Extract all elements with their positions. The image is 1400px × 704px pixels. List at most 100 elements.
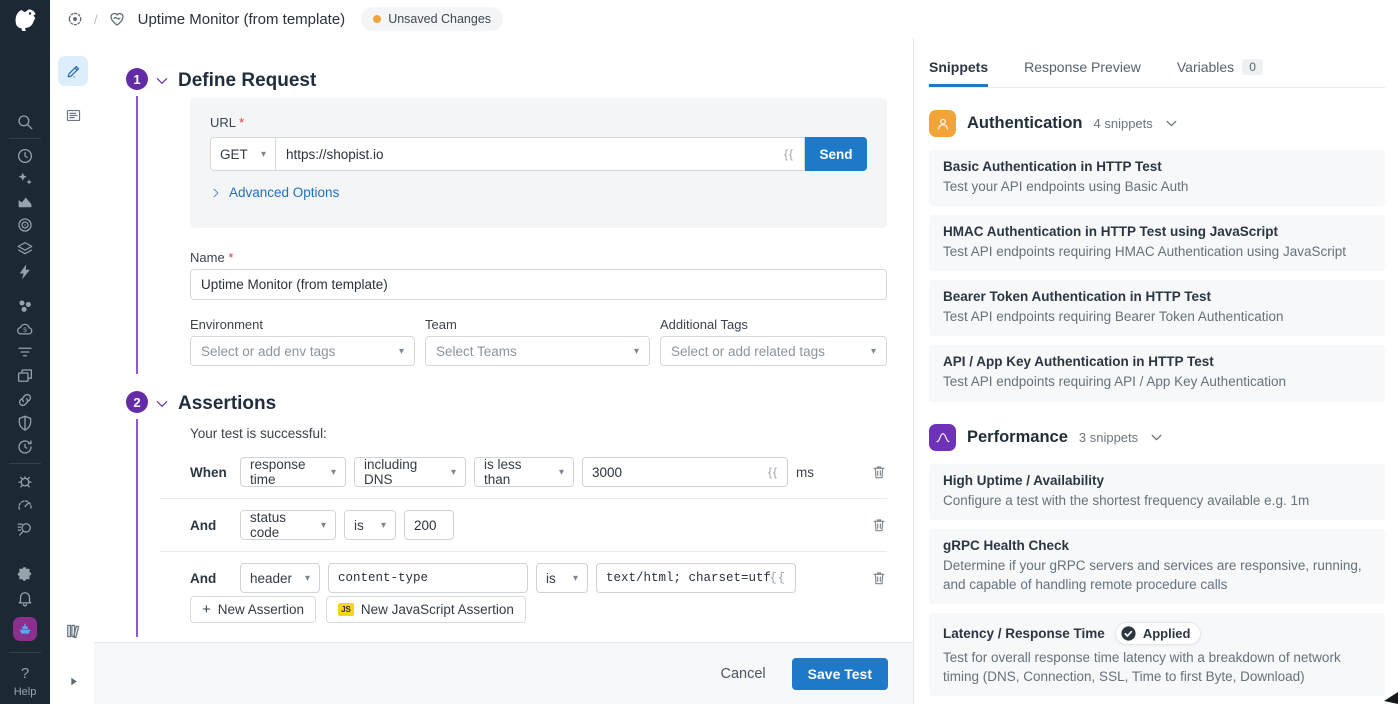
assertion-subtype-select[interactable]: including DNS ▾ [354,457,466,487]
team-select[interactable]: Select Teams ▾ [425,336,650,366]
caret-down-icon: ▾ [870,345,876,357]
assertion-value-input[interactable]: 200 [404,510,454,540]
caret-down-icon: ▾ [450,466,456,478]
trash-icon[interactable] [871,517,887,533]
search-icon[interactable] [16,113,34,131]
clock-refresh-icon[interactable] [16,438,34,456]
target-icon[interactable] [16,216,34,234]
new-assertion-button[interactable]: + New Assertion [190,596,317,623]
send-button[interactable]: Send [805,137,867,171]
bolt-icon[interactable] [16,263,34,281]
cloud-dollar-icon[interactable]: $ [16,320,34,338]
gauge-icon[interactable] [16,496,34,514]
snippet-desc: Test your API endpoints using Basic Auth [943,179,1189,194]
additional-tags-select[interactable]: Select or add related tags ▾ [660,336,887,366]
assertion-unit: ms [796,464,814,480]
assertion-conjunction: And [190,570,217,586]
help-label: Help [13,686,37,698]
caret-down-icon: ▾ [633,345,639,357]
required-mark: * [239,115,245,130]
name-value: Uptime Monitor (from template) [201,277,388,292]
unsaved-label: Unsaved Changes [388,12,492,26]
template-braces-icon[interactable]: {{ [769,571,786,585]
caret-down-icon: ▾ [398,345,404,357]
cancel-button[interactable]: Cancel [720,665,766,682]
step-1-number: 1 [126,68,148,90]
snippet-card[interactable]: gRPC Health Check Determine if your gRPC… [929,528,1385,605]
snippet-card[interactable]: API / App Key Authentication in HTTP Tes… [929,345,1385,402]
check-circle-icon [1121,626,1136,641]
snippet-card[interactable]: HMAC Authentication in HTTP Test using J… [929,215,1385,272]
docs-books-button[interactable] [58,616,88,646]
template-braces-icon[interactable]: {{ [783,147,794,161]
step-2-header[interactable]: Assertions [154,393,276,415]
assertion-rows: When response time ▾ including DNS ▾ is le… [160,446,887,604]
method-select[interactable]: GET ▾ [210,137,276,171]
section-authentication[interactable]: Authentication 4 snippets [929,110,1385,137]
sparkles-icon[interactable] [16,170,34,188]
windows-icon[interactable] [16,367,34,385]
environment-select[interactable]: Select or add env tags ▾ [190,336,415,366]
collapse-caret-icon[interactable] [58,666,88,696]
snippet-desc: Test API endpoints requiring HMAC Authen… [943,244,1346,260]
step-1-header[interactable]: Define Request [154,70,316,92]
edit-test-button[interactable] [58,56,88,86]
header-value-input[interactable]: text/html; charset=utf {{ [596,563,796,593]
bug-icon[interactable] [16,472,34,490]
puzzle-icon[interactable] [16,565,34,583]
help-button[interactable]: ? Help [0,665,50,698]
snippet-card[interactable]: Latency / Response Time Applied Test for… [929,613,1385,697]
assertion-conjunction: And [190,517,217,533]
bell-icon[interactable] [16,589,34,607]
history-icon[interactable] [16,147,34,165]
breadcrumb: / Uptime Monitor (from template) Unsaved… [50,0,1400,38]
hexagons-icon[interactable] [16,297,34,315]
datadog-logo[interactable] [9,3,41,35]
advanced-options-toggle[interactable]: Advanced Options [210,185,867,200]
area-chart-icon[interactable] [16,193,34,211]
header-name-input[interactable]: content-type [328,563,528,593]
assertion-type-select[interactable]: response time ▾ [240,457,346,487]
assertion-operator-select[interactable]: is ▾ [536,563,588,593]
assertion-operator-select[interactable]: is less than ▾ [474,457,574,487]
shield-icon[interactable] [16,414,34,432]
trash-icon[interactable] [871,570,887,586]
trash-icon[interactable] [871,464,887,480]
tab-snippets[interactable]: Snippets [929,59,989,87]
section-performance[interactable]: Performance 3 snippets [929,423,1385,451]
assertion-row: And status code ▾ is ▾ 200 [160,498,887,551]
assertion-type-select[interactable]: status code ▾ [240,510,336,540]
user-icon [929,110,956,137]
assertion-operator-select[interactable]: is ▾ [344,510,396,540]
url-label: URL * [210,115,245,130]
tab-variables[interactable]: Variables 0 [1177,59,1263,87]
tab-response-preview[interactable]: Response Preview [1024,59,1141,75]
snippet-desc: Test API endpoints requiring API / App K… [943,374,1286,390]
link-icon[interactable] [16,391,34,409]
new-assertion-label: New Assertion [217,602,305,617]
caret-down-icon: ▾ [304,572,310,584]
assertion-type-select[interactable]: header ▾ [240,563,320,593]
additional-tags-label: Additional Tags [660,317,748,332]
method-value: GET [220,146,248,162]
template-braces-icon[interactable]: {{ [767,465,778,479]
assertion-value-input[interactable]: 3000 {{ [582,457,788,487]
globe-icon[interactable] [66,10,84,28]
save-test-button[interactable]: Save Test [791,657,888,690]
unsaved-dot-icon [373,15,382,23]
snippet-card[interactable]: High Uptime / Availability Configure a t… [929,463,1385,520]
filter-icon[interactable] [16,343,34,361]
new-js-assertion-button[interactable]: JS New JavaScript Assertion [326,596,526,623]
ship-icon[interactable] [13,617,37,641]
caret-down-icon: ▾ [380,519,386,531]
form-summary-button[interactable] [58,100,88,130]
snippet-title: gRPC Health Check [943,537,1070,553]
editor-footer: Cancel Save Test [94,642,913,704]
snippet-card[interactable]: Basic Authentication in HTTP Test Test y… [929,150,1385,207]
name-label: Name * [190,250,234,265]
url-input[interactable]: https://shopist.io {{ [276,137,805,171]
snippet-card[interactable]: Bearer Token Authentication in HTTP Test… [929,280,1385,337]
layers-icon[interactable] [16,240,34,258]
name-input[interactable]: Uptime Monitor (from template) [190,269,887,300]
magnifier-dots-icon[interactable] [16,520,34,538]
